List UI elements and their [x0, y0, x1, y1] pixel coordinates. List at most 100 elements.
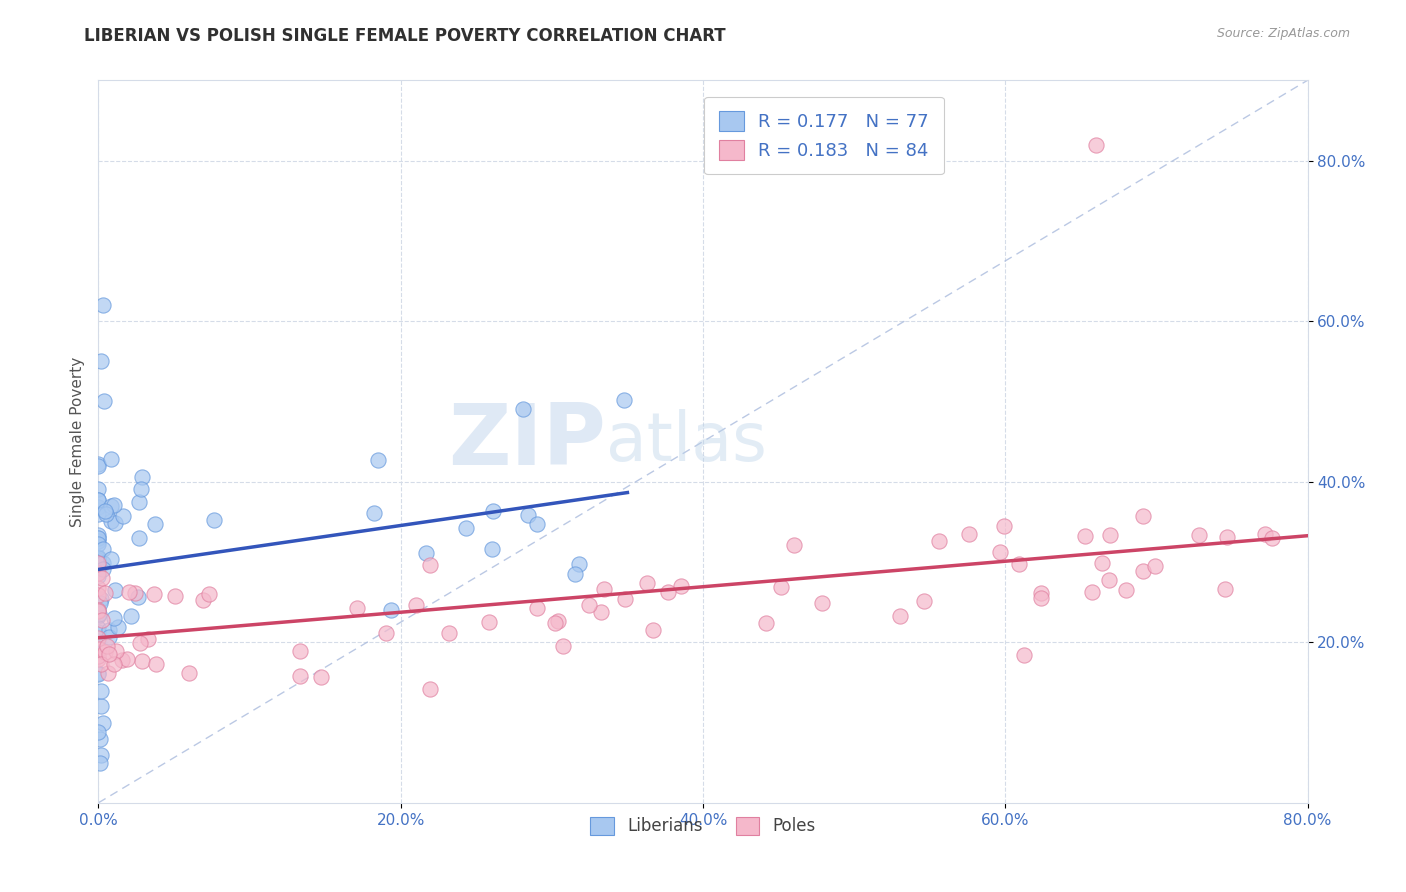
Point	[1188, 528, 1211, 542]
Point	[87, 725, 110, 739]
Point	[481, 504, 503, 518]
Point	[1081, 585, 1104, 599]
Point	[87, 581, 110, 595]
Point	[87, 649, 110, 664]
Point	[1215, 582, 1237, 597]
Point	[755, 615, 778, 630]
Point	[290, 669, 312, 683]
Point	[87, 569, 110, 583]
Point	[643, 623, 665, 637]
Point	[309, 670, 332, 684]
Text: atlas: atlas	[606, 409, 768, 475]
Point	[415, 546, 437, 560]
Point	[104, 516, 127, 531]
Point	[87, 609, 110, 624]
Point	[87, 556, 110, 570]
Point	[1012, 648, 1035, 663]
Point	[202, 513, 225, 527]
Point	[1090, 556, 1112, 570]
Point	[1215, 530, 1237, 544]
Point	[118, 584, 141, 599]
Point	[129, 635, 152, 649]
Point	[811, 596, 834, 610]
Point	[100, 514, 122, 528]
Point	[346, 600, 368, 615]
Point	[120, 608, 142, 623]
Point	[551, 639, 574, 653]
Point	[87, 553, 110, 567]
Point	[131, 654, 153, 668]
Point	[636, 575, 658, 590]
Point	[439, 626, 461, 640]
Point	[363, 506, 385, 520]
Point	[90, 684, 112, 698]
Point	[131, 470, 153, 484]
Point	[143, 516, 166, 531]
Point	[127, 590, 149, 604]
Point	[1074, 529, 1097, 543]
Point	[589, 605, 612, 619]
Point	[94, 507, 117, 521]
Point	[90, 699, 112, 714]
Point	[374, 626, 396, 640]
Point	[1132, 509, 1154, 524]
Point	[419, 681, 441, 696]
Point	[87, 458, 110, 472]
Point	[87, 483, 110, 497]
Point	[87, 531, 110, 545]
Point	[87, 537, 110, 551]
Point	[87, 458, 110, 473]
Point	[87, 507, 110, 521]
Point	[593, 582, 616, 597]
Point	[104, 583, 127, 598]
Point	[87, 632, 110, 646]
Point	[91, 571, 114, 585]
Point	[90, 591, 112, 606]
Point	[1031, 586, 1053, 600]
Point	[526, 516, 548, 531]
Point	[103, 498, 125, 512]
Point	[87, 625, 110, 640]
Point	[90, 354, 112, 368]
Point	[957, 527, 980, 541]
Point	[512, 402, 534, 417]
Point	[97, 624, 120, 638]
Point	[93, 586, 115, 600]
Text: Source: ZipAtlas.com: Source: ZipAtlas.com	[1216, 27, 1350, 40]
Point	[91, 298, 114, 312]
Point	[97, 665, 120, 680]
Point	[94, 645, 117, 659]
Point	[165, 589, 187, 603]
Point	[87, 642, 110, 657]
Point	[96, 639, 118, 653]
Point	[128, 494, 150, 508]
Point	[669, 579, 692, 593]
Point	[87, 603, 110, 617]
Point	[657, 585, 679, 599]
Point	[90, 657, 112, 671]
Point	[87, 500, 110, 515]
Point	[145, 657, 167, 671]
Point	[87, 666, 110, 681]
Point	[89, 731, 111, 746]
Point	[103, 657, 125, 672]
Point	[100, 452, 122, 467]
Point	[191, 593, 214, 607]
Point	[993, 518, 1015, 533]
Point	[544, 616, 567, 631]
Point	[87, 603, 110, 617]
Point	[87, 666, 110, 681]
Point	[1132, 565, 1154, 579]
Point	[1008, 557, 1031, 571]
Point	[1143, 558, 1166, 573]
Point	[456, 521, 478, 535]
Point	[87, 652, 110, 666]
Point	[87, 531, 110, 545]
Point	[124, 586, 146, 600]
Point	[87, 551, 110, 566]
Point	[103, 611, 125, 625]
Point	[1029, 591, 1052, 605]
Point	[115, 652, 138, 666]
Point	[783, 537, 806, 551]
Point	[770, 580, 793, 594]
